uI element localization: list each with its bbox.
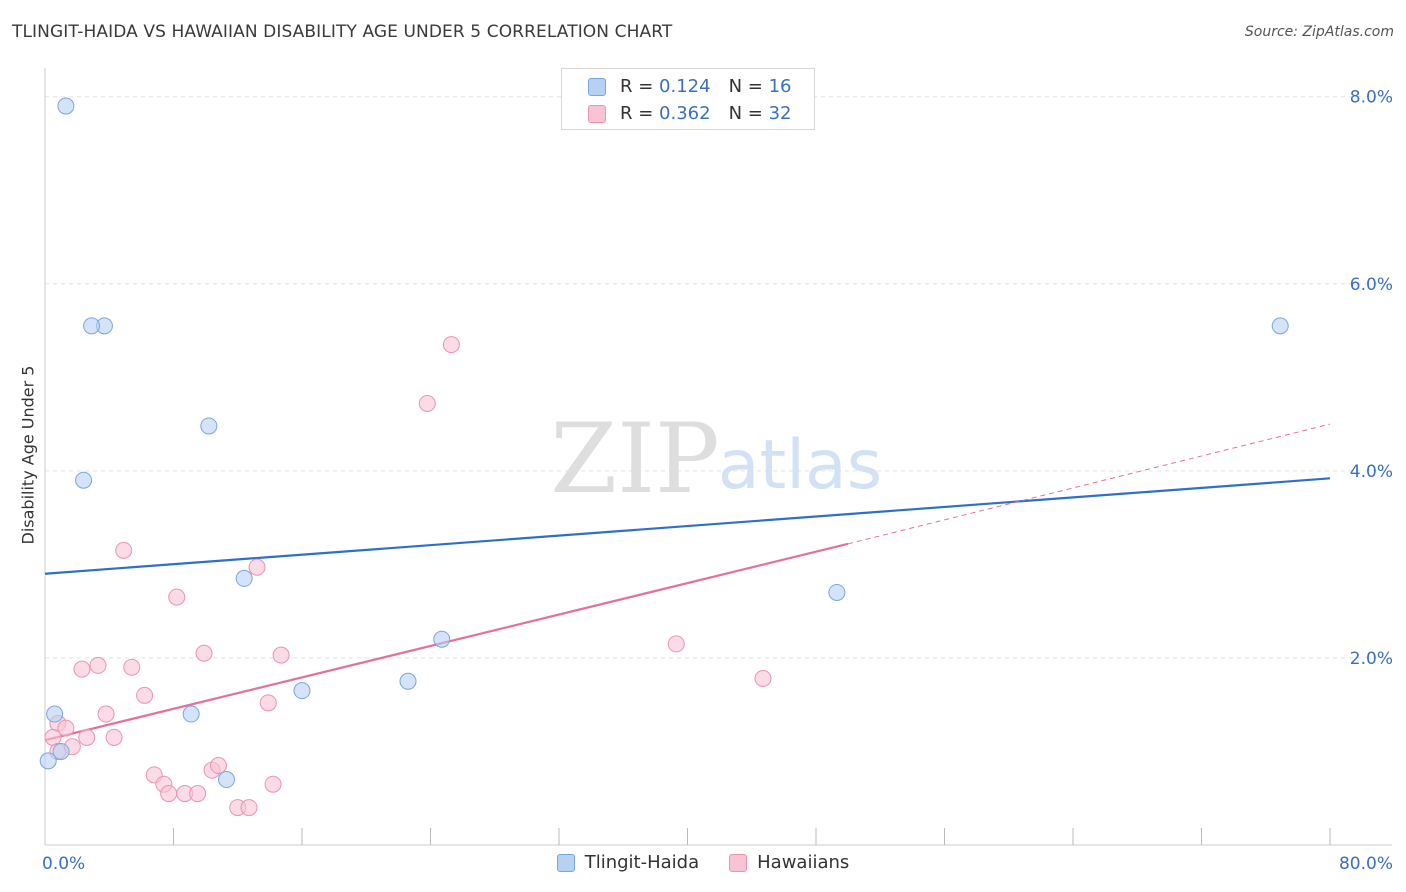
point-tlingit-haida — [1271, 317, 1289, 335]
y-tick-label: 4.0% — [1350, 462, 1393, 482]
axes — [44, 68, 1392, 846]
stats-row-hawaiians: R = 0.362 N = 32 — [588, 103, 792, 124]
point-hawaiians — [272, 646, 290, 664]
r-label: R = — [620, 103, 654, 124]
y-tick-label: 8.0% — [1350, 88, 1393, 108]
point-hawaiians — [248, 558, 266, 576]
tick-labels: 2.0% 4.0% 6.0% 8.0% 0.0% 80.0% — [42, 88, 1393, 874]
point-hawaiians — [168, 588, 186, 606]
watermark-atlas: atlas — [718, 426, 882, 505]
n-value: 32 — [768, 103, 792, 124]
chart-title: TLINGIT-HAIDA VS HAWAIIAN DISABILITY AGE… — [12, 22, 673, 42]
legend-entry-hawaiians[interactable]: Hawaiians — [729, 852, 849, 873]
swatch-tlingit-haida — [588, 77, 606, 96]
point-tlingit-haida — [433, 630, 451, 648]
n-value: 16 — [768, 76, 792, 97]
point-hawaiians — [195, 644, 213, 662]
legend-label: Tlingit-Haida — [584, 852, 700, 873]
swatch-hawaiians — [588, 104, 606, 123]
point-hawaiians — [89, 656, 107, 674]
point-tlingit-haida — [293, 682, 311, 700]
point-hawaiians — [97, 705, 115, 723]
point-hawaiians — [754, 670, 772, 688]
legend-swatch-blue — [556, 853, 575, 872]
point-tlingit-haida — [235, 569, 253, 587]
r-label: R = — [620, 76, 654, 97]
point-hawaiians — [73, 660, 91, 678]
trend-line-tlingit-haida — [44, 477, 1331, 575]
x-tick-label: 80.0% — [1339, 854, 1393, 874]
data-points — [39, 97, 1289, 817]
point-hawaiians — [160, 785, 178, 803]
point-tlingit-haida — [83, 317, 101, 335]
r-value: 0.362 — [659, 103, 711, 124]
stats-row-tlingit-haida: R = 0.124 N = 16 — [588, 76, 792, 97]
point-tlingit-haida — [828, 583, 846, 601]
bottom-legend: Tlingit-Haida Hawaiians — [0, 852, 1406, 873]
point-tlingit-haida — [182, 705, 200, 723]
point-hawaiians — [667, 635, 685, 653]
trend-line-hawaiians-extension — [848, 423, 1331, 545]
point-hawaiians — [136, 686, 154, 704]
y-tick-label: 2.0% — [1350, 649, 1393, 669]
point-tlingit-haida — [46, 705, 64, 723]
point-hawaiians — [105, 728, 123, 746]
legend-swatch-pink — [729, 853, 748, 872]
grid-lines — [45, 96, 1392, 659]
point-hawaiians — [189, 785, 207, 803]
point-tlingit-haida — [399, 672, 417, 690]
n-label: N = — [728, 103, 763, 124]
point-tlingit-haida — [75, 471, 93, 489]
y-tick-label: 6.0% — [1350, 275, 1393, 295]
point-hawaiians — [209, 756, 227, 774]
point-hawaiians — [123, 658, 141, 676]
point-tlingit-haida — [57, 97, 75, 115]
n-label: N = — [728, 76, 763, 97]
watermark-zip: ZIP — [550, 403, 719, 515]
x-tick-label: 0.0% — [42, 854, 85, 874]
point-hawaiians — [259, 694, 277, 712]
stats-legend: R = 0.124 N = 16 R = 0.362 N = 32 — [561, 68, 815, 130]
source-label: Source: ZipAtlas.com — [1244, 24, 1394, 40]
point-hawaiians — [442, 336, 460, 354]
point-hawaiians — [78, 728, 96, 746]
point-tlingit-haida — [200, 417, 218, 435]
point-hawaiians — [264, 775, 282, 793]
point-hawaiians — [115, 541, 133, 559]
point-tlingit-haida — [52, 742, 70, 760]
point-hawaiians — [418, 395, 436, 413]
legend-label: Hawaiians — [757, 852, 850, 873]
point-hawaiians — [57, 719, 75, 737]
legend-entry-tlingit-haida[interactable]: Tlingit-Haida — [556, 852, 700, 873]
r-value: 0.124 — [659, 76, 711, 97]
point-tlingit-haida — [39, 752, 57, 770]
point-tlingit-haida — [218, 771, 236, 789]
point-hawaiians — [240, 799, 258, 817]
